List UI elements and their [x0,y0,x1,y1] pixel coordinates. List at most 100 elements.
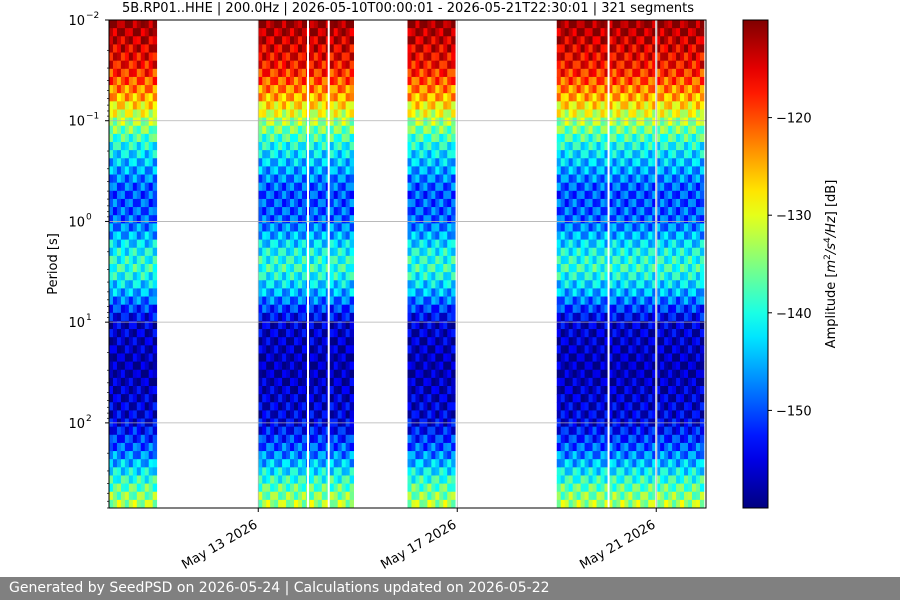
psd-cell [112,207,118,216]
psd-cell [329,20,335,29]
psd-cell [568,198,574,208]
psd-cell [140,207,146,216]
psd-cell [112,125,118,135]
psd-cell [592,329,597,338]
psd-cell [632,410,637,419]
psd-cell [640,182,645,192]
psd-cell [584,109,589,118]
psd-cell [415,223,420,232]
psd-cell [112,467,118,476]
psd-cell [274,109,279,118]
psd-cell [349,93,354,102]
psd-cell [349,117,354,127]
psd-cell [329,133,335,143]
psd-cell [419,320,424,330]
psd-cell [341,280,347,289]
psd-cell [568,215,574,224]
psd-cell [435,133,440,143]
psd-cell [321,426,327,436]
psd-cell [345,223,351,232]
psd-cell [294,174,299,184]
psd-cell [584,76,589,86]
psd-cell [321,320,327,330]
psd-cell [270,442,275,452]
psd-cell [435,320,440,330]
psd-cell [439,280,444,289]
psd-cell [652,499,657,509]
psd-cell [560,304,566,314]
psd-cell [572,182,578,192]
psd-cell [345,320,351,330]
psd-cell [415,264,420,273]
psd-cell [648,410,653,419]
psd-cell [560,207,566,216]
psd-cell [152,264,158,273]
psd-cell [672,402,677,411]
psd-cell [109,288,114,297]
psd-cell [124,288,130,297]
psd-cell [691,52,697,62]
psd-cell [349,426,354,436]
psd-cell [419,377,424,387]
psd-cell [568,394,574,403]
psd-cell [628,125,633,135]
psd-cell [596,36,601,45]
psd-cell [632,369,637,379]
psd-cell [624,142,629,151]
psd-cell [301,182,307,192]
psd-cell [124,28,130,37]
psd-cell [596,223,601,232]
psd-cell [636,410,641,419]
psd-cell [435,239,440,249]
psd-cell [572,166,578,175]
psd-cell [564,255,570,265]
psd-cell [640,280,645,289]
psd-cell [556,255,562,265]
psd-cell [560,369,566,379]
psd-cell [120,459,126,468]
psd-cell [588,467,593,476]
psd-cell [588,491,593,501]
psd-cell [652,158,657,167]
psd-cell [616,410,621,419]
psd-cell [624,361,629,371]
psd-cell [592,451,597,460]
psd-cell [580,247,585,257]
psd-cell [144,410,150,419]
psd-cell [258,247,263,257]
psd-cell [329,182,335,192]
psd-cell [148,337,154,346]
psd-cell [124,377,130,387]
psd-cell [632,288,637,297]
psd-cell [443,353,448,362]
psd-cell [620,402,625,411]
psd-cell [290,142,295,151]
psd-cell [140,353,146,362]
psd-cell [266,36,271,45]
psd-cell [556,434,562,444]
psd-cell [652,280,657,289]
psd-cell [648,76,653,86]
psd-cell [112,410,118,419]
psd-cell [668,198,673,208]
psd-cell [407,142,412,151]
psd-cell [116,475,122,484]
psd-cell [152,272,158,281]
psd-cell [672,150,677,159]
psd-cell [612,166,617,175]
psd-cell [568,426,574,436]
psd-cell [345,60,351,70]
psd-cell [612,369,617,379]
psd-cell [431,386,436,395]
psd-cell [321,36,327,45]
psd-cell [660,174,665,184]
psd-cell [636,264,641,273]
psd-cell [620,142,625,151]
psd-cell [262,231,267,240]
psd-cell [568,467,574,476]
psd-cell [616,491,621,501]
psd-cell [668,93,673,102]
psd-cell [309,361,315,371]
psd-cell [620,369,625,379]
psd-cell [309,158,315,167]
